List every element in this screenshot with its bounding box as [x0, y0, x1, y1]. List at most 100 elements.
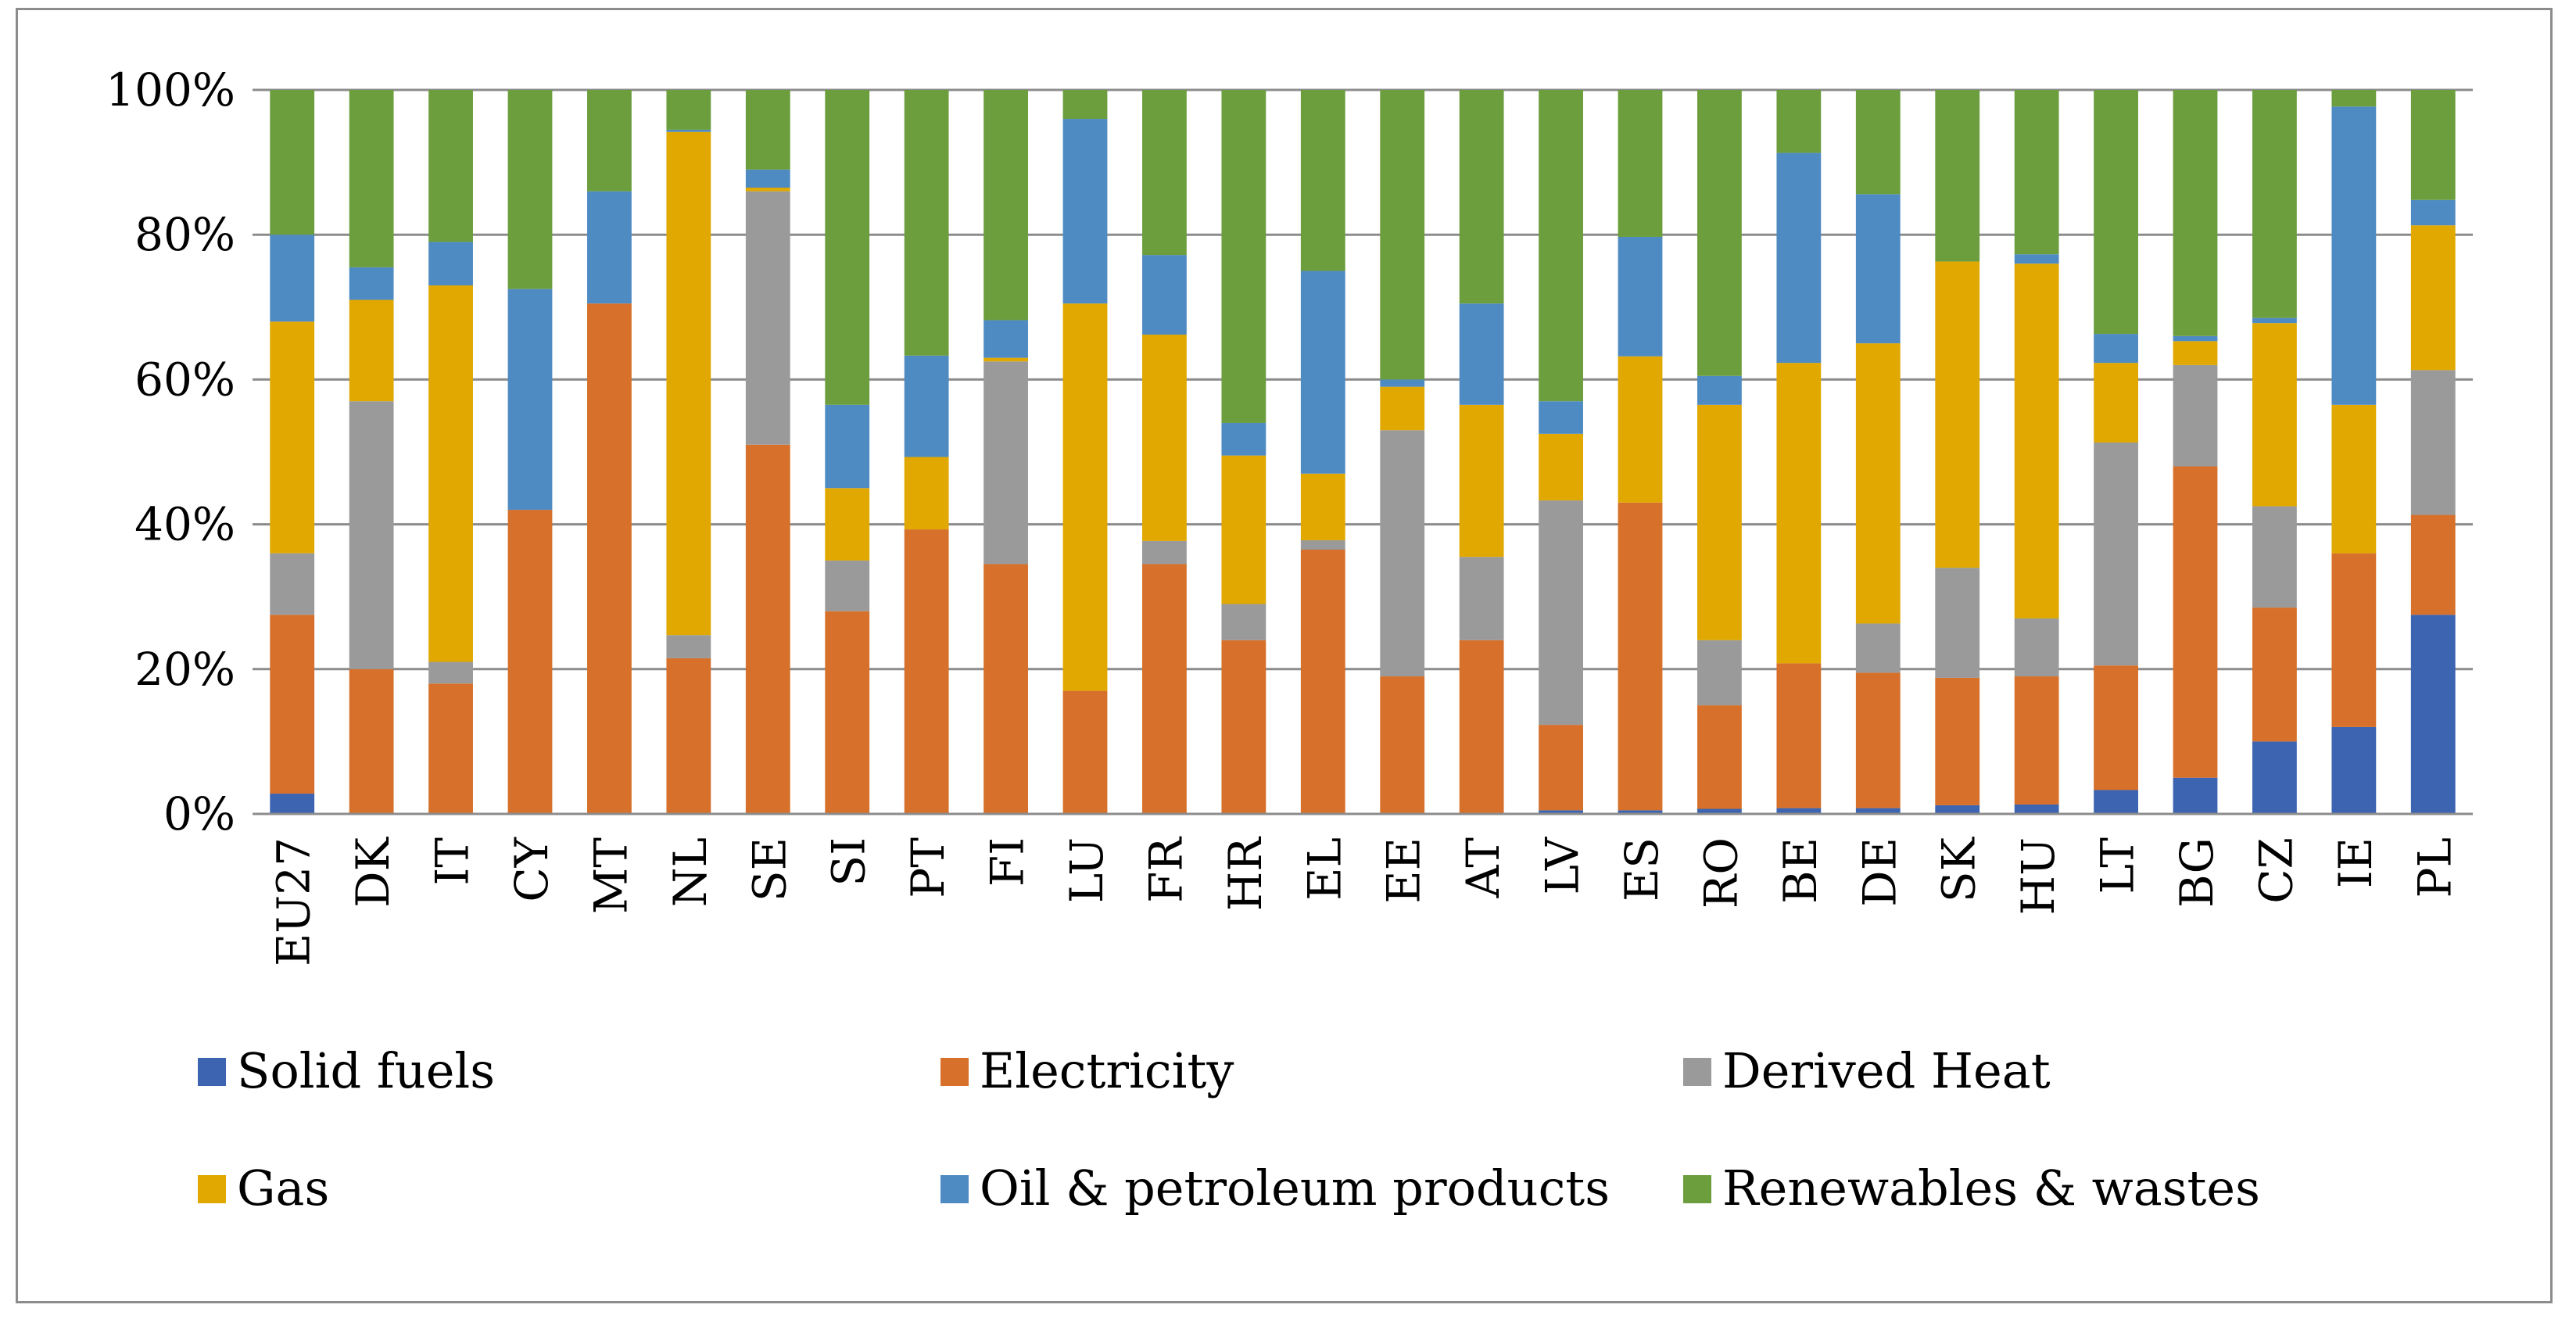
bar-segment-eu27-0	[270, 794, 315, 814]
bar-segment-lv-0	[1539, 810, 1583, 814]
bar-segment-hu-3	[2014, 263, 2059, 618]
x-tick-label: DK	[346, 836, 399, 908]
x-tick-label: IE	[2329, 837, 2382, 888]
bar-segment-se-1	[745, 444, 790, 814]
bar-segment-ee-1	[1380, 676, 1425, 814]
bar-segment-lt-2	[2094, 442, 2138, 666]
chart-frame: 0% 20% 40% 60% 80% 100% EU27 DK IT CY MT NL SE SI PT FI…	[16, 8, 2553, 1303]
legend-swatch	[940, 1175, 969, 1203]
bar-segment-pl-4	[2410, 199, 2456, 226]
bar-segment-pt-4	[904, 355, 949, 457]
bar-segment-si-4	[825, 404, 870, 489]
legend-swatch	[1683, 1058, 1711, 1086]
bar-segment-pt-3	[904, 457, 949, 530]
bar-segment-be-5	[1776, 90, 1822, 153]
x-tick-label: LT	[2091, 837, 2144, 894]
bar-segment-mt-4	[587, 191, 632, 304]
y-tick-label: 60%	[134, 353, 235, 406]
bar-segment-fr-3	[1142, 334, 1187, 541]
y-tick-label: 80%	[134, 208, 235, 261]
bar-segment-pl-0	[2410, 615, 2456, 814]
bar-segment-ro-0	[1697, 808, 1742, 814]
bar-segment-eu27-5	[270, 90, 315, 235]
x-tick-label: BG	[2170, 837, 2223, 908]
bar-segment-ro-4	[1697, 375, 1742, 405]
bar-segment-se-3	[745, 188, 790, 192]
x-tick-label: SI	[822, 837, 876, 887]
bar-segment-eu27-1	[270, 615, 315, 794]
bar-segment-at-5	[1459, 90, 1504, 304]
bar-segment-si-2	[825, 560, 870, 611]
legend-swatch	[198, 1058, 226, 1086]
bar-segment-ie-1	[2331, 553, 2377, 727]
bar-segment-dk-3	[349, 299, 394, 402]
bar-segment-ie-5	[2331, 90, 2377, 107]
x-tick-label: ES	[1615, 837, 1668, 901]
bar-segment-it-3	[428, 285, 473, 662]
bar-segment-dk-2	[349, 401, 394, 669]
legend-label: Derived Heat	[1722, 1042, 2051, 1099]
bar-segment-lt-3	[2094, 363, 2138, 443]
bar-segment-fi-2	[983, 361, 1028, 565]
bar-segment-de-3	[1855, 343, 1901, 624]
bar-segment-sk-3	[1935, 261, 1980, 568]
y-tick-label: 0%	[163, 787, 235, 841]
bar-segment-dk-5	[349, 90, 394, 267]
legend-swatch	[1683, 1175, 1711, 1203]
bar-segment-de-5	[1855, 90, 1901, 195]
bar-segment-bg-5	[2173, 90, 2218, 336]
bar-segment-mt-5	[587, 90, 632, 192]
stacked-bar-chart: 0% 20% 40% 60% 80% 100% EU27 DK IT CY MT NL SE SI PT FI…	[106, 63, 2473, 1217]
bar-segment-bg-0	[2173, 777, 2218, 814]
bar-segment-ee-5	[1380, 90, 1425, 380]
bar-segment-fr-4	[1142, 255, 1187, 335]
bar-segment-lu-4	[1062, 119, 1108, 304]
bar-segment-nl-2	[666, 635, 711, 658]
x-tick-label: IT	[426, 837, 479, 886]
bar-segment-es-1	[1618, 502, 1663, 811]
bar-segment-nl-4	[666, 129, 711, 132]
x-tick-label: CY	[505, 837, 558, 901]
bar-segment-ro-5	[1697, 90, 1742, 376]
bar-segment-eu27-4	[270, 235, 315, 322]
bar-segment-cz-2	[2252, 506, 2297, 608]
x-tick-label: MT	[584, 837, 637, 914]
bar-segment-bg-4	[2173, 335, 2218, 342]
bar-segment-sk-1	[1935, 677, 1980, 805]
bar-segment-dk-4	[349, 267, 394, 300]
bar-segment-pl-3	[2410, 225, 2456, 371]
bar-segment-hr-1	[1221, 640, 1267, 814]
bar-segment-lv-5	[1539, 90, 1583, 402]
bar-segment-lt-5	[2094, 90, 2138, 335]
bar-segment-si-1	[825, 611, 870, 814]
bar-segment-fr-5	[1142, 90, 1187, 256]
bar-segment-se-2	[745, 191, 790, 445]
bar-segment-dk-1	[349, 668, 394, 814]
bar-segment-at-4	[1459, 303, 1504, 405]
bar-segment-el-1	[1300, 550, 1345, 814]
bar-segment-lt-4	[2094, 334, 2138, 364]
bar-segment-si-3	[825, 488, 870, 561]
legend-label: Renewables & wastes	[1722, 1160, 2260, 1217]
x-tick-label: FI	[981, 837, 1034, 887]
bar-segment-it-4	[428, 242, 473, 286]
bar-segment-bg-3	[2173, 341, 2218, 365]
x-tick-label: PT	[901, 837, 955, 898]
legend-swatch	[940, 1058, 969, 1086]
bar-segment-pl-5	[2410, 90, 2456, 200]
bar-segment-ie-4	[2331, 106, 2377, 405]
bar-segment-it-5	[428, 90, 473, 242]
x-tick-label: SK	[1933, 836, 1986, 902]
bar-segment-es-3	[1618, 356, 1663, 503]
bar-segment-cy-4	[507, 289, 553, 511]
bar-segment-hr-3	[1221, 455, 1267, 604]
bar-segment-lt-1	[2094, 665, 2138, 790]
bar-segment-el-5	[1300, 90, 1345, 271]
bar-segment-fr-2	[1142, 540, 1187, 565]
bar-segment-lv-1	[1539, 725, 1583, 811]
bar-segment-de-2	[1855, 623, 1901, 673]
bar-segment-pl-1	[2410, 514, 2456, 615]
bar-segment-sk-5	[1935, 90, 1980, 262]
legend-label: Electricity	[980, 1042, 1234, 1099]
bar-segment-es-4	[1618, 236, 1663, 357]
